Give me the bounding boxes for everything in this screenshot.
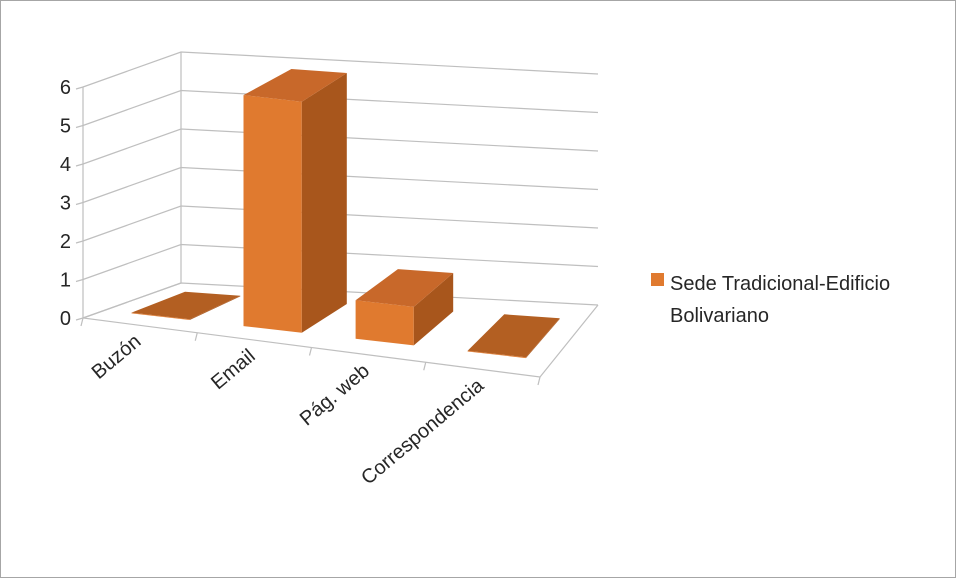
x-tick-mark-0 xyxy=(80,317,84,327)
bar-top-face xyxy=(355,269,454,307)
bar-Email xyxy=(243,69,347,333)
y-tick-mark-3 xyxy=(75,201,84,206)
gridline-4 xyxy=(82,128,599,165)
y-axis-tick-labels: 0 1 2 3 4 5 6 xyxy=(60,77,71,330)
x-tick-mark-2 xyxy=(308,347,313,356)
bar-Buzón xyxy=(131,291,241,320)
bar-top-face xyxy=(467,314,560,358)
y-tick-label-0: 0 xyxy=(60,308,71,330)
y-tick-label-2: 2 xyxy=(60,231,71,253)
bar-side-face xyxy=(301,73,347,333)
bar-side-face xyxy=(189,295,241,320)
gridlines xyxy=(75,51,599,386)
x-category-label-2: Pág. web xyxy=(296,360,374,430)
y-tick-mark-4 xyxy=(75,163,84,167)
x-category-label-3: Correspondencia xyxy=(357,374,488,489)
x-tick-mark-1 xyxy=(194,332,198,341)
gridline-3 xyxy=(82,166,599,204)
bar-front-face xyxy=(467,350,526,359)
y-tick-mark-5 xyxy=(75,124,84,129)
y-tick-label-5: 5 xyxy=(60,116,71,138)
bar-front-face xyxy=(131,312,190,320)
bars xyxy=(131,69,560,359)
gridline-6 xyxy=(82,51,599,88)
x-category-label-1: Email xyxy=(207,345,259,394)
y-tick-label-1: 1 xyxy=(60,270,71,292)
gridline-2 xyxy=(82,205,599,242)
legend: Sede Tradicional-Edificio Bolivariano xyxy=(651,273,890,327)
gridline-0 xyxy=(82,282,599,319)
x-tick-mark-4 xyxy=(537,376,541,386)
bar-Pág. web xyxy=(355,269,454,346)
bar-Correspondencia xyxy=(467,314,560,359)
gridline-1 xyxy=(82,243,599,281)
bar-front-face xyxy=(243,95,302,333)
legend-label-line1: Sede Tradicional-Edificio xyxy=(670,273,890,295)
y-tick-mark-0 xyxy=(75,317,84,321)
y-tick-mark-1 xyxy=(75,278,84,283)
bar-front-face xyxy=(355,300,414,346)
y-tick-mark-2 xyxy=(75,240,84,244)
legend-swatch xyxy=(651,273,664,286)
y-tick-label-6: 6 xyxy=(60,77,71,99)
bar-top-face xyxy=(243,69,347,102)
y-tick-mark-6 xyxy=(75,86,84,90)
bar-side-face xyxy=(413,273,454,346)
legend-label-line2: Bolivariano xyxy=(670,305,769,327)
gridline-5 xyxy=(82,89,599,127)
y-tick-label-4: 4 xyxy=(60,154,71,176)
y-tick-label-3: 3 xyxy=(60,193,71,215)
x-tick-mark-3 xyxy=(423,362,427,371)
x-category-label-0: Buzón xyxy=(88,330,146,383)
bar-top-face xyxy=(131,291,241,320)
bar-side-face xyxy=(525,318,560,359)
